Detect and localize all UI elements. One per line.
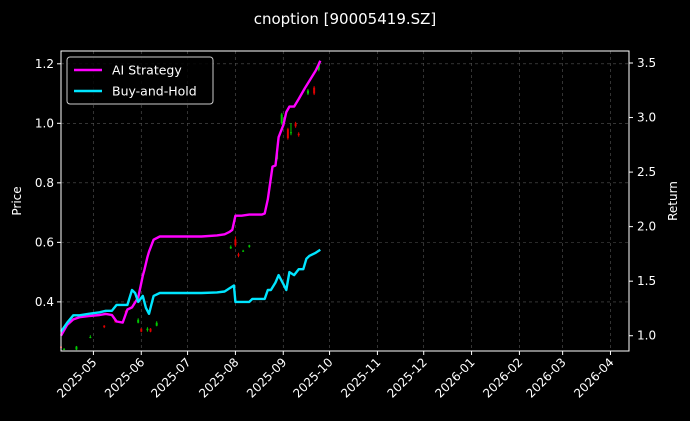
candle-body	[286, 129, 289, 139]
candle-body	[229, 246, 232, 249]
candle-body	[137, 319, 140, 323]
candle-body	[280, 114, 283, 124]
legend-label-buy-and-hold: Buy-and-Hold	[112, 84, 197, 99]
y-tick-label: 0.8	[35, 176, 54, 190]
plot-frame	[60, 50, 630, 352]
legend: AI Strategy Buy-and-Hold	[66, 56, 214, 105]
y2-tick-label: 3.5	[637, 56, 656, 70]
candle-body	[75, 346, 78, 350]
legend-label-ai-strategy: AI Strategy	[112, 63, 182, 78]
right-y-axis: 1.0 1.5 2.0 2.5 3.0 3.5	[629, 56, 656, 343]
candle-body	[89, 337, 92, 339]
left-y-axis: 0.4 0.6 0.8 1.0 1.2	[35, 57, 61, 309]
y-tick-label: 0.4	[35, 295, 54, 309]
y2-tick-label: 2.0	[637, 220, 656, 234]
y-tick-label: 0.6	[35, 235, 54, 249]
candle-body	[297, 133, 300, 136]
candle-body	[313, 87, 316, 94]
candle-body	[294, 123, 297, 127]
candle-body	[289, 132, 292, 134]
candle-body	[63, 348, 66, 350]
chart-title: cnoption [90005419.SZ]	[254, 10, 437, 28]
candle-body	[306, 90, 309, 94]
y2-tick-label: 1.0	[637, 329, 656, 343]
y-tick-label: 1.2	[35, 57, 54, 71]
candle-body	[146, 328, 149, 331]
y-axis-label: Price	[10, 186, 24, 215]
legend-box	[66, 56, 214, 105]
candle-body	[149, 328, 152, 332]
candle-body	[248, 245, 251, 247]
y2-axis-label: Return	[666, 181, 680, 221]
candle-body	[234, 239, 237, 246]
candle-body	[140, 328, 143, 332]
candle-body	[103, 325, 106, 328]
candle-body	[155, 322, 158, 326]
y2-tick-label: 2.5	[637, 165, 656, 179]
series-layer	[59, 60, 322, 337]
candle-body	[237, 254, 240, 256]
series-line-ai-strategy	[59, 60, 322, 337]
y2-tick-label: 3.0	[637, 111, 656, 125]
candle-body	[242, 250, 245, 252]
y2-tick-label: 1.5	[637, 274, 656, 288]
series-line-buy-and-hold	[60, 248, 321, 333]
y-tick-label: 1.0	[35, 116, 54, 130]
